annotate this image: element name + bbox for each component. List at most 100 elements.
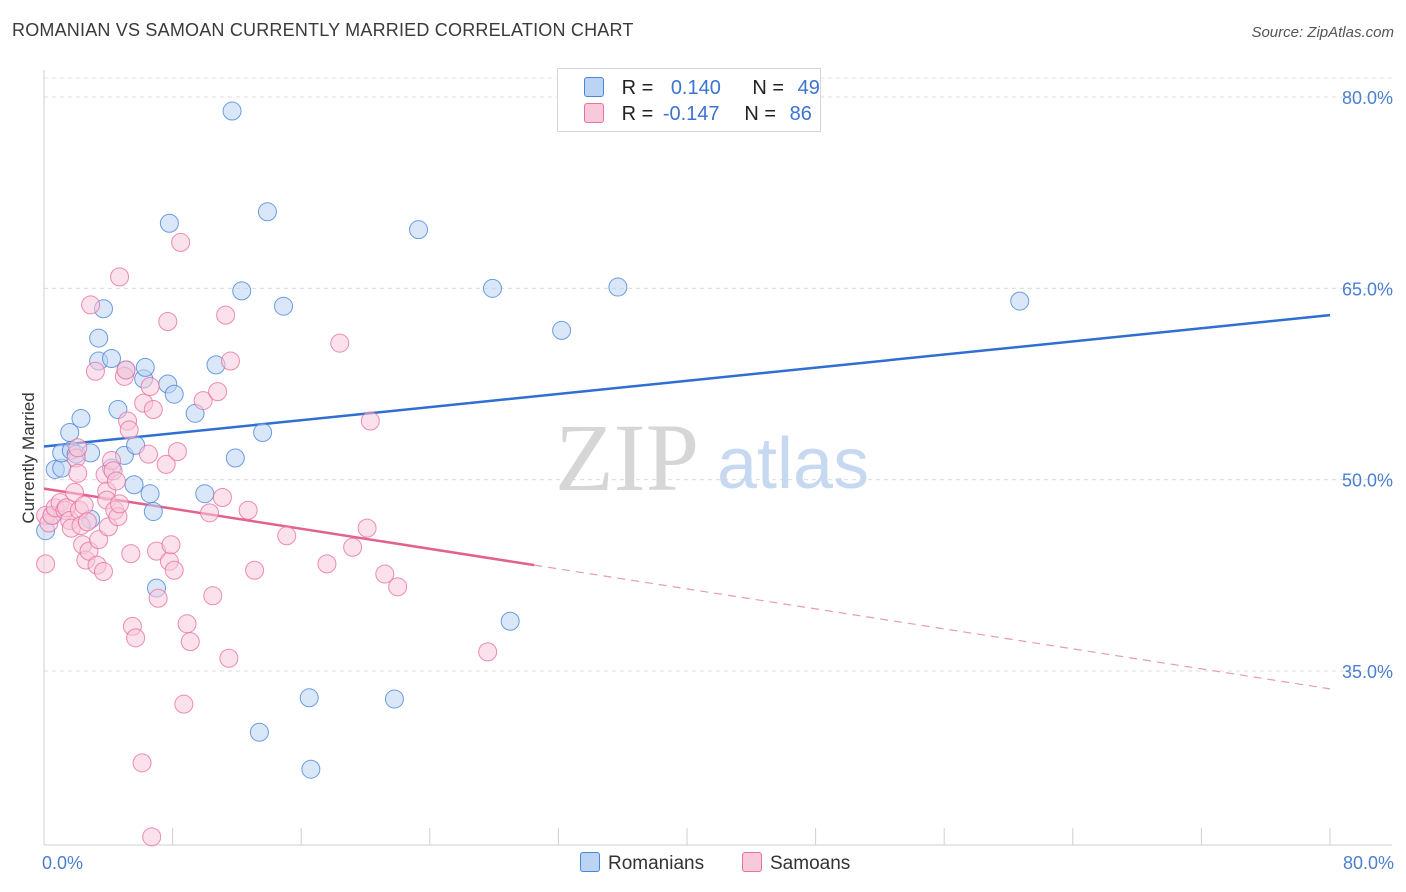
- romanian-point: [552, 320, 572, 340]
- samoan-point: [77, 512, 97, 532]
- samoan-point: [212, 488, 232, 508]
- romanian-point: [274, 296, 294, 316]
- samoan-point: [216, 305, 236, 325]
- romanian-point: [257, 202, 277, 222]
- romanians-legend-swatch-icon: [580, 852, 600, 872]
- romanian-point: [89, 328, 109, 348]
- samoan-point: [140, 377, 160, 397]
- samoan-point: [167, 442, 187, 462]
- x-tick-label: 80.0%: [1343, 853, 1394, 873]
- correlation-legend: R = 0.140 N = 49 R = -0.147 N = 86: [557, 68, 821, 132]
- n-label: N =: [744, 103, 777, 125]
- romanian-point: [159, 213, 179, 233]
- romanian-point: [164, 384, 184, 404]
- watermark-zip: ZIP: [555, 404, 699, 511]
- samoan-point: [119, 420, 139, 440]
- samoan-point: [220, 351, 240, 371]
- y-axis-title: Currently Married: [19, 392, 38, 523]
- samoan-point: [200, 503, 220, 523]
- n-value: 49: [797, 77, 820, 99]
- samoan-point: [360, 411, 380, 431]
- samoan-point: [65, 482, 85, 502]
- legend-label-romanians: Romanians: [608, 853, 705, 874]
- romanian-point: [608, 277, 628, 297]
- samoan-point: [89, 530, 109, 550]
- samoan-point: [357, 518, 377, 538]
- samoan-point: [132, 753, 152, 773]
- legend-row-samoans: R = -0.147 N = 86: [584, 103, 812, 127]
- romanian-point: [222, 101, 242, 121]
- data-points: [36, 101, 1030, 847]
- samoan-point: [177, 614, 197, 634]
- samoan-point: [126, 628, 146, 648]
- legend-label-samoans: Samoans: [770, 853, 851, 874]
- samoan-point: [158, 311, 178, 331]
- romanian-point: [71, 408, 91, 428]
- samoan-point: [171, 232, 191, 252]
- samoans-legend-swatch-icon: [742, 852, 762, 872]
- samoan-point: [110, 267, 130, 287]
- samoan-point: [36, 554, 56, 574]
- romanian-point: [301, 759, 321, 779]
- samoan-point: [81, 295, 101, 315]
- y-tick-label: 50.0%: [1342, 471, 1393, 491]
- romanian-point: [143, 502, 163, 522]
- axis-labels: 35.0% 50.0% 65.0% 80.0% 0.0% 80.0% Currently M…: [19, 88, 1394, 873]
- romanian-point: [140, 484, 160, 504]
- source-label: Source: ZipAtlas.com: [1251, 24, 1394, 41]
- romanian-point: [500, 611, 520, 631]
- samoan-point: [142, 827, 162, 847]
- samoan-point: [219, 648, 239, 668]
- samoan-point: [343, 537, 363, 557]
- n-label: N =: [752, 77, 785, 99]
- romanian-point: [232, 281, 252, 301]
- samoan-point: [148, 588, 168, 608]
- r-value: -0.147: [662, 103, 720, 125]
- gridlines: [44, 77, 1392, 672]
- romanian-point: [299, 688, 319, 708]
- samoan-point: [116, 360, 136, 380]
- n-value: 86: [789, 103, 812, 125]
- romanian-point: [102, 348, 122, 368]
- samoan-point: [68, 438, 88, 458]
- samoan-point: [317, 554, 337, 574]
- x-tick-label: 0.0%: [42, 853, 83, 873]
- r-value: 0.140: [670, 77, 721, 99]
- samoan-point: [375, 564, 395, 584]
- chart-title: ROMANIAN VS SAMOAN CURRENTLY MARRIED COR…: [12, 20, 634, 40]
- samoan-point: [106, 471, 126, 491]
- axes: [43, 70, 1392, 846]
- samoans-trend-extension: [534, 564, 1331, 690]
- romanian-point: [253, 422, 273, 442]
- y-tick-label: 65.0%: [1342, 279, 1393, 299]
- samoan-point: [238, 500, 258, 520]
- romanian-point: [384, 689, 404, 709]
- samoan-point: [110, 494, 130, 514]
- samoan-point: [277, 526, 297, 546]
- samoan-point: [161, 535, 181, 555]
- samoan-point: [156, 454, 176, 474]
- y-tick-label: 35.0%: [1342, 662, 1393, 682]
- samoan-point: [193, 391, 213, 411]
- legend-item-romanians[interactable]: Romanians: [580, 852, 704, 875]
- samoan-point: [180, 632, 200, 652]
- samoan-point: [164, 560, 184, 580]
- legend-item-samoans[interactable]: Samoans: [742, 852, 850, 875]
- samoan-point: [330, 333, 350, 353]
- samoan-point: [143, 400, 163, 420]
- samoan-point: [245, 560, 265, 580]
- romanian-point: [225, 448, 245, 468]
- samoan-point: [74, 495, 94, 515]
- romanians-swatch-icon: [584, 77, 604, 97]
- samoans-swatch-icon: [584, 103, 604, 123]
- legend-row-romanians: R = 0.140 N = 49: [584, 77, 820, 101]
- romanian-point: [482, 278, 502, 298]
- samoan-point: [174, 694, 194, 714]
- samoan-point: [85, 361, 105, 381]
- samoan-point: [388, 577, 408, 597]
- romanian-point: [409, 220, 429, 240]
- watermark-atlas: atlas: [717, 424, 869, 504]
- samoan-point: [208, 382, 228, 402]
- samoan-point: [203, 586, 223, 606]
- samoan-point: [68, 463, 88, 483]
